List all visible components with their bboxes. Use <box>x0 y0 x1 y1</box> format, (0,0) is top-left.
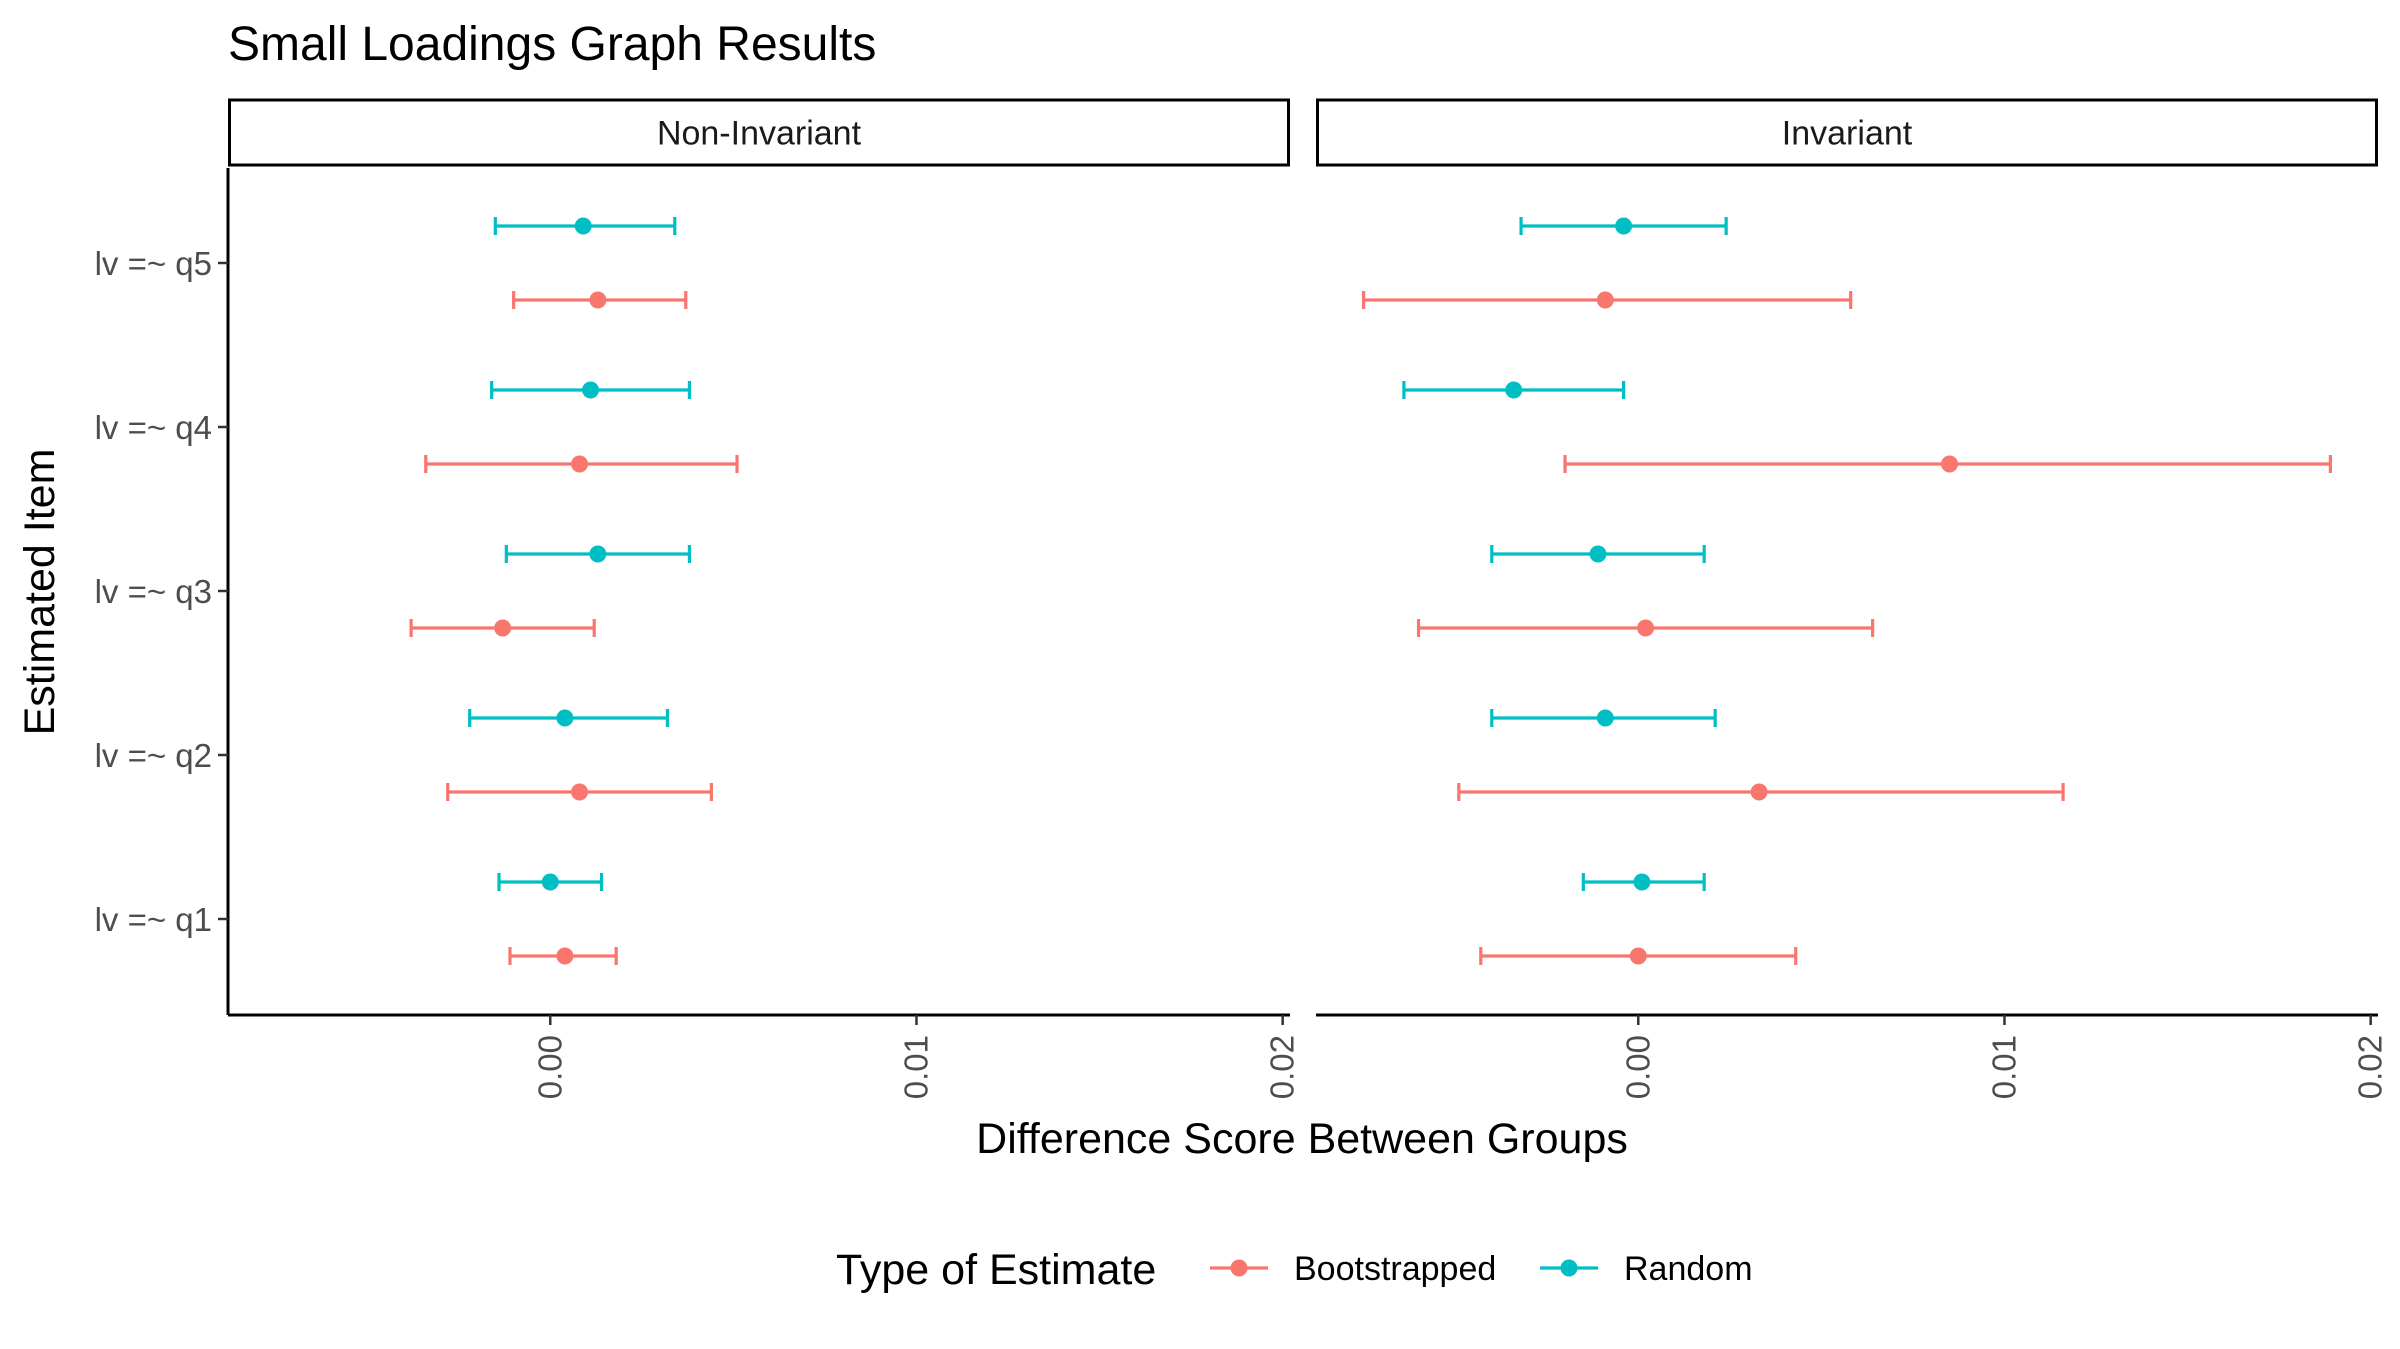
facet-strip-label: Invariant <box>1782 115 1913 153</box>
estimate-point <box>1633 873 1651 891</box>
estimate-mark <box>490 381 692 399</box>
facet-panel: Invariant 0.00 0.01 0.02 <box>1316 98 2389 1099</box>
estimate-point <box>1750 783 1768 801</box>
x-tick-label: 0.01 <box>1985 1035 2022 1099</box>
y-tick-label: lv =~ q5 <box>95 245 212 282</box>
chart-title: Small Loadings Graph Results <box>228 18 876 71</box>
estimate-point <box>494 619 512 637</box>
y-axis: lv =~ q1 lv =~ q2 lv =~ q3 lv =~ q4 lv =~ q5 <box>95 168 230 1015</box>
legend-label: Bootstrapped <box>1294 1250 1496 1288</box>
estimate-mark <box>504 545 692 563</box>
y-tick-label: lv =~ q2 <box>95 737 212 774</box>
facet-panel: Non-Invariant 0.00 0.01 0.02 <box>228 98 1301 1099</box>
estimate-mark <box>497 873 604 891</box>
facet-panels: Non-Invariant 0.00 0.01 0.02 Invariant 0.00 0.… <box>228 98 2389 1099</box>
estimate-point <box>556 947 574 965</box>
y-axis-title: Estimated Item <box>16 449 64 736</box>
estimate-point <box>582 381 600 399</box>
x-tick-label: 0.02 <box>1264 1035 1301 1099</box>
estimate-mark <box>508 947 618 965</box>
estimate-point <box>589 545 607 563</box>
estimate-point <box>1505 381 1523 399</box>
estimate-point <box>1596 291 1614 309</box>
estimate-mark <box>424 455 739 473</box>
facet-strip <box>1316 98 2378 167</box>
x-tick-label: 0.02 <box>2352 1035 2389 1099</box>
x-tick-label: 0.00 <box>1619 1035 1656 1099</box>
y-tick-label: lv =~ q4 <box>95 409 212 446</box>
estimate-mark <box>1416 619 1875 637</box>
estimate-point <box>1615 217 1633 235</box>
legend-items: Bootstrapped Random <box>1210 1250 1753 1288</box>
estimate-mark <box>512 291 688 309</box>
estimate-mark <box>1457 783 2065 801</box>
estimate-mark <box>409 619 596 637</box>
estimate-point <box>574 217 592 235</box>
estimate-mark <box>1490 545 1706 563</box>
estimate-point <box>571 783 589 801</box>
estimate-mark <box>1563 455 2332 473</box>
estimate-mark <box>1490 709 1717 727</box>
facet-strip-label: Non-Invariant <box>657 115 862 153</box>
legend: Type of Estimate Bootstrapped Random <box>836 1246 1753 1294</box>
legend-item: Random <box>1540 1250 1753 1288</box>
legend-title: Type of Estimate <box>836 1246 1156 1294</box>
estimate-mark <box>1402 381 1626 399</box>
x-tick-label: 0.00 <box>531 1035 568 1099</box>
estimate-mark <box>1519 217 1728 235</box>
estimate-mark <box>468 709 670 727</box>
estimate-mark <box>493 217 677 235</box>
estimate-point <box>1596 709 1614 727</box>
estimate-point <box>1637 619 1655 637</box>
facet-strip <box>228 98 1290 167</box>
x-tick-label: 0.01 <box>897 1035 934 1099</box>
estimate-point <box>1629 947 1647 965</box>
estimate-mark <box>1581 873 1706 891</box>
estimate-point <box>589 291 607 309</box>
estimate-point <box>1941 455 1959 473</box>
x-axis-title: Difference Score Between Groups <box>976 1115 1628 1163</box>
estimate-point <box>556 709 574 727</box>
estimate-point <box>541 873 559 891</box>
legend-label: Random <box>1624 1250 1753 1288</box>
estimate-point <box>1589 545 1607 563</box>
legend-item: Bootstrapped <box>1210 1250 1496 1288</box>
y-tick-label: lv =~ q3 <box>95 573 212 610</box>
y-tick-label: lv =~ q1 <box>95 901 212 938</box>
legend-key-point <box>1560 1259 1578 1277</box>
estimate-mark <box>1479 947 1798 965</box>
estimate-point <box>571 455 589 473</box>
estimate-mark <box>1362 291 1853 309</box>
estimate-mark <box>446 783 713 801</box>
legend-key-point <box>1230 1259 1248 1277</box>
